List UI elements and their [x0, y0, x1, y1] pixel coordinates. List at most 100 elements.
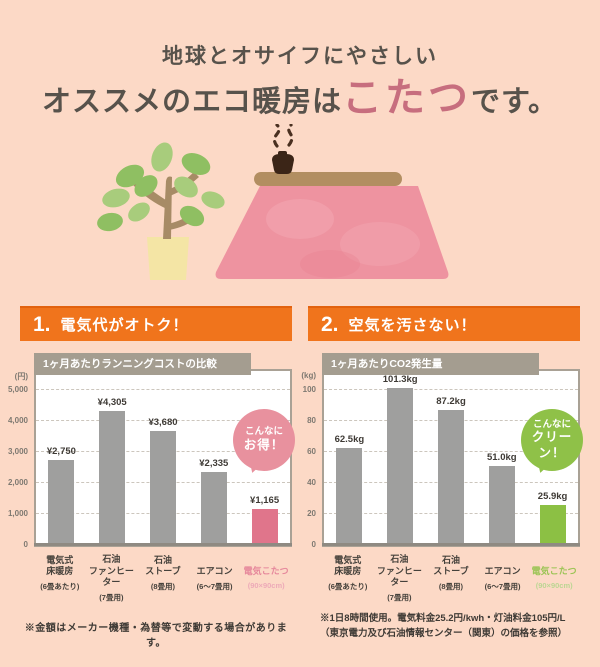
- chart-title: 1ヶ月あたりCO2発生量: [322, 353, 539, 375]
- co2-chart: 1ヶ月あたりCO2発生量 (kg) 62.5kg 101.3kg 87.2kg 51.…: [301, 353, 583, 603]
- bar-column: 101.3kg: [375, 371, 426, 545]
- cost-chart: 1ヶ月あたりランニングコストの比較 (円) ¥2,750 ¥4,305 ¥3,680…: [8, 353, 295, 603]
- bar-value-label: ¥2,750: [46, 445, 76, 457]
- bar: [539, 504, 566, 545]
- category-subtext: (6畳あたり): [40, 582, 80, 591]
- title-prefix: オススメのエコ暖房は: [41, 86, 342, 118]
- x-axis-category: 電気式 床暖房 (6畳あたり): [34, 554, 86, 603]
- badge-line1: こんなに: [532, 418, 571, 430]
- bar-column: 51.0kg: [476, 371, 527, 545]
- category-name: 電気式 床暖房: [46, 554, 74, 577]
- footnote-usage-line1: ※1日8時間使用。電気料金25.2円/kwh・灯油料金105円/L: [320, 613, 566, 625]
- x-axis-category: 石油 ストーブ (8畳用): [425, 554, 477, 603]
- kotatsu-illustration: [97, 124, 449, 280]
- column-cost: 1. 電気代がオトク！ 1ヶ月あたりランニングコストの比較 (円) ¥2,750…: [8, 306, 295, 650]
- savings-badge: こんなに お得！: [233, 409, 295, 471]
- category-subtext: (8畳用): [150, 582, 176, 591]
- plot-area: 62.5kg 101.3kg 87.2kg 51.0kg 25.9kg: [324, 371, 578, 545]
- kotatsu-with-teapot-icon: [215, 124, 449, 279]
- bar: [336, 447, 363, 545]
- bar-column: 87.2kg: [426, 371, 477, 545]
- badge-line2: クリーン！: [531, 430, 573, 460]
- bar-value-label: ¥4,305: [97, 397, 127, 409]
- bar-value-label: ¥1,165: [250, 494, 280, 506]
- bar: [149, 430, 176, 545]
- y-axis-tick: 40: [307, 477, 316, 487]
- y-axis-tick: 60: [307, 446, 316, 456]
- x-axis-labels: 電気式 床暖房 (6畳あたり) 石油 ファンヒーター (7畳用) 石油 ストーブ (8畳用…: [322, 554, 580, 603]
- bar: [387, 387, 414, 545]
- title-accent-kotatsu: こたつ: [341, 75, 471, 120]
- x-axis-category: 石油 ファンヒーター (7畳用): [86, 554, 138, 603]
- chart-title: 1ヶ月あたりランニングコストの比較: [34, 353, 251, 375]
- footnote-usage-line2: （東京電力及び石油情報センター（関東）の価格を参照）: [320, 627, 568, 639]
- bar: [251, 508, 278, 545]
- bar-column: ¥2,750: [36, 371, 87, 545]
- category-subtext: (90×90cm): [247, 581, 285, 590]
- bar-value-label: ¥2,335: [199, 458, 229, 470]
- x-axis-labels: 電気式 床暖房 (6畳あたり) 石油 ファンヒーター (7畳用) 石油 ストーブ (8畳用…: [34, 554, 292, 603]
- section-number-2: 2.: [321, 312, 339, 336]
- x-axis-category: 電気こたつ (90×90cm): [528, 554, 580, 603]
- gridline: [36, 388, 290, 390]
- column-co2: 2. 空気を汚さない！ 1ヶ月あたりCO2発生量 (kg) 62.5kg 101.…: [301, 306, 583, 649]
- bar: [48, 459, 75, 545]
- x-axis-category: 電気式 床暖房 (6畳あたり): [322, 554, 374, 603]
- category-name: 電気式 床暖房: [334, 554, 362, 577]
- badge-line2: お得！: [243, 437, 285, 452]
- bar-column: 25.9kg: [527, 371, 578, 545]
- y-axis-tick: 100: [302, 384, 316, 394]
- gridline: [36, 419, 290, 421]
- y-axis-tick: 1,000: [7, 508, 28, 518]
- x-axis-category: 石油 ストーブ (8畳用): [137, 554, 189, 603]
- category-subtext: (7畳用): [387, 593, 412, 603]
- y-axis-tick: 80: [307, 415, 316, 425]
- category-name: 石油 ファンヒーター: [88, 554, 134, 588]
- x-axis-category: エアコン (6～7畳用): [477, 554, 529, 603]
- x-axis-category: 電気こたつ (90×90cm): [240, 554, 292, 603]
- y-axis-tick: 0: [23, 540, 28, 549]
- category-name: エアコン: [196, 566, 233, 577]
- section-header-2: 2. 空気を汚さない！: [308, 306, 580, 341]
- category-subtext: (6～7畳用): [196, 582, 233, 591]
- badge-line1: こんなに: [244, 426, 283, 438]
- bar-column: ¥1,165: [239, 371, 290, 545]
- bar-value-label: 87.2kg: [436, 395, 466, 407]
- category-subtext: (90×90cm): [535, 581, 573, 590]
- category-name: 石油 ストーブ: [145, 554, 181, 577]
- page-header: 地球とオサイフにやさしい オススメのエコ暖房はこたつです。: [0, 0, 600, 122]
- y-axis-unit: (kg): [301, 371, 316, 380]
- bar-column: ¥4,305: [87, 371, 138, 545]
- bar-value-label: ¥3,680: [148, 416, 178, 428]
- y-axis-tick: 2,000: [7, 477, 28, 487]
- section-title-2: 空気を汚さない！: [348, 317, 477, 334]
- x-axis-category: エアコン (6～7畳用): [189, 554, 241, 603]
- y-axis-tick: 5,000: [7, 384, 28, 394]
- chart-plot-panel: (円) ¥2,750 ¥4,305 ¥3,680 ¥2,335 ¥1,165 こんなに …: [8, 369, 295, 549]
- category-name: 石油 ファンヒーター: [376, 554, 422, 588]
- bar-value-label: 62.5kg: [334, 433, 365, 445]
- potted-plant-icon: [97, 142, 225, 280]
- plot-area: ¥2,750 ¥4,305 ¥3,680 ¥2,335 ¥1,165: [36, 371, 290, 545]
- bar-value-label: 51.0kg: [486, 451, 517, 463]
- category-subtext: (7畳用): [99, 593, 124, 603]
- category-subtext: (6畳あたり): [328, 582, 368, 591]
- category-subtext: (6～7畳用): [484, 582, 521, 591]
- title-suffix: です。: [470, 86, 559, 118]
- category-name: 電気こたつ: [531, 566, 577, 577]
- y-axis-tick: 20: [307, 508, 316, 518]
- page-title-line2: オススメのエコ暖房はこたつです。: [0, 74, 600, 122]
- y-axis-tick: 3,000: [7, 446, 28, 456]
- y-axis-tick: 0: [311, 540, 316, 549]
- bar: [437, 409, 464, 545]
- bar: [200, 472, 227, 545]
- category-name: エアコン: [484, 566, 521, 577]
- bar-column: ¥3,680: [138, 371, 189, 545]
- footnote-usage: ※1日8時間使用。電気料金25.2円/kwh・灯油料金105円/L （東京電力及…: [308, 612, 580, 641]
- footnote-price: ※金額はメーカー機種・為替等で変動する場合があります。: [24, 623, 288, 650]
- x-axis-category: 石油 ファンヒーター (7畳用): [374, 554, 426, 603]
- chart-plot-panel: (kg) 62.5kg 101.3kg 87.2kg 51.0kg 25.9kg こんな…: [301, 369, 583, 549]
- bar-column: 62.5kg: [324, 371, 375, 545]
- x-axis-baseline: [34, 543, 292, 546]
- section-number-1: 1.: [33, 312, 51, 336]
